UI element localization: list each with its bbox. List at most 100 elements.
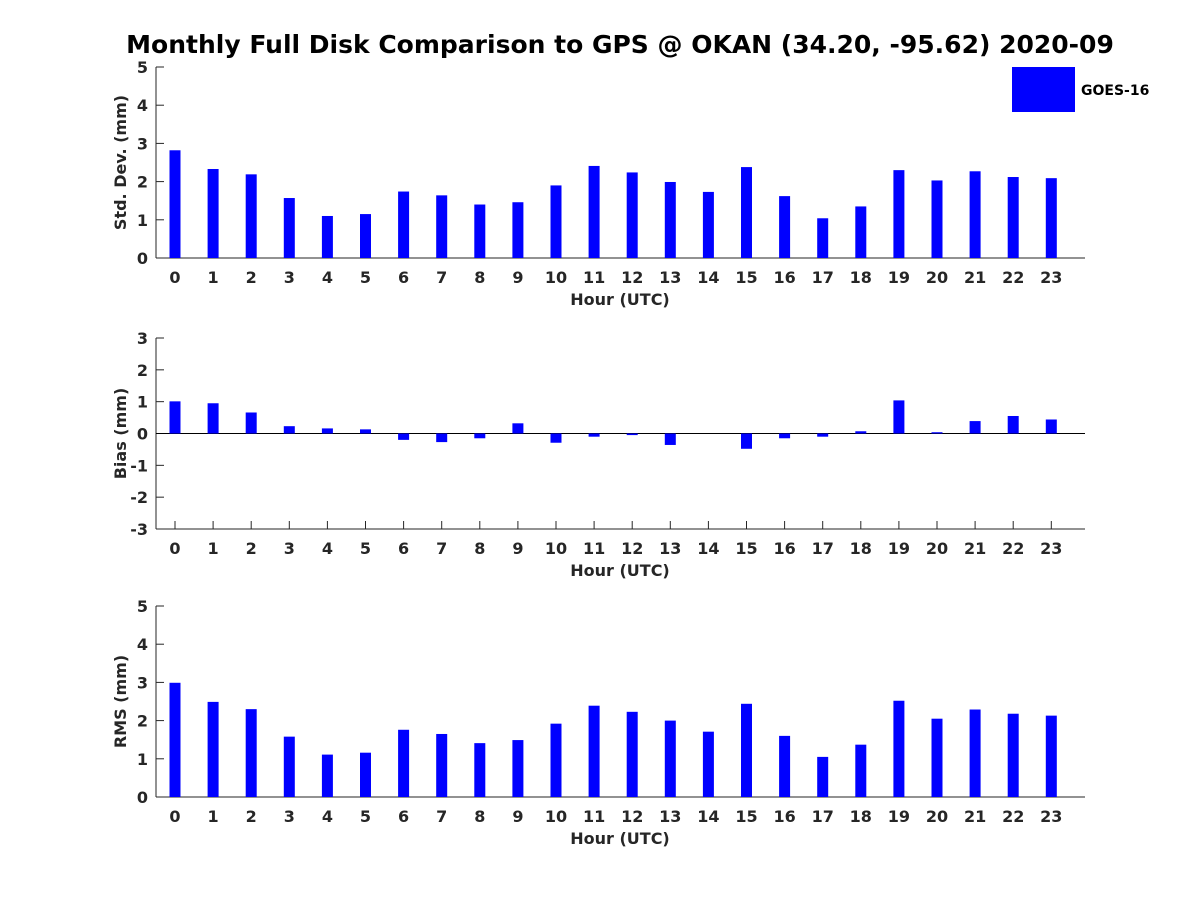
y-tick-label: 0	[137, 788, 148, 807]
bar-std-4	[321, 215, 333, 258]
x-tick-label: 19	[888, 268, 910, 287]
bar-std-20	[931, 180, 943, 258]
x-axis-label: Hour (UTC)	[570, 561, 670, 580]
bar-rms-15	[741, 703, 752, 797]
bar-std-9	[512, 202, 524, 258]
bar-bias-22	[1007, 415, 1019, 434]
bar-rms-0	[169, 682, 181, 797]
bar-rms-10	[550, 723, 562, 797]
legend-swatch	[1012, 67, 1075, 112]
x-tick-label: 10	[545, 539, 567, 558]
bar-std-6	[398, 191, 410, 258]
x-tick-label: 14	[697, 268, 719, 287]
x-tick-label: 21	[964, 807, 986, 826]
bar-std-7	[436, 195, 448, 258]
x-tick-label: 16	[773, 807, 795, 826]
bar-rms-23	[1045, 715, 1057, 797]
bar-bias-10	[550, 433, 562, 443]
y-axis-label: RMS (mm)	[111, 655, 130, 748]
x-tick-label: 4	[322, 268, 333, 287]
bar-rms-11	[588, 705, 600, 797]
x-tick-label: 20	[926, 268, 948, 287]
y-tick-label: 5	[137, 597, 148, 616]
x-tick-label: 9	[512, 807, 523, 826]
bar-rms-17	[817, 756, 829, 797]
x-tick-label: 6	[398, 807, 409, 826]
x-tick-label: 19	[888, 807, 910, 826]
x-tick-label: 4	[322, 539, 333, 558]
bar-bias-12	[626, 433, 638, 436]
bar-bias-8	[474, 433, 486, 439]
bar-bias-1	[207, 403, 219, 434]
bar-bias-0	[169, 401, 181, 434]
x-tick-label: 0	[169, 807, 180, 826]
bar-rms-2	[245, 709, 257, 797]
x-tick-label: 18	[850, 807, 872, 826]
x-tick-label: 3	[284, 539, 295, 558]
x-tick-label: 10	[545, 807, 567, 826]
y-tick-label: -2	[130, 488, 148, 507]
x-tick-label: 9	[512, 539, 523, 558]
x-tick-label: 1	[208, 807, 219, 826]
bar-std-21	[969, 171, 981, 258]
x-tick-label: 18	[850, 268, 872, 287]
legend-label: GOES-16	[1081, 83, 1149, 99]
bar-std-13	[664, 181, 676, 258]
x-tick-label: 17	[812, 539, 834, 558]
y-tick-label: -3	[130, 520, 148, 539]
bar-bias-23	[1045, 419, 1057, 434]
x-tick-label: 23	[1040, 539, 1062, 558]
x-tick-label: 9	[512, 268, 523, 287]
x-tick-label: 13	[659, 539, 681, 558]
bar-rms-4	[321, 754, 333, 797]
x-tick-label: 7	[436, 268, 447, 287]
y-tick-label: 1	[137, 393, 148, 412]
y-tick-label: 1	[137, 750, 148, 769]
bar-rms-6	[398, 729, 410, 797]
bar-std-15	[741, 167, 752, 258]
bar-bias-4	[321, 428, 333, 434]
x-tick-label: 22	[1002, 539, 1024, 558]
bar-std-22	[1007, 177, 1019, 258]
bar-rms-5	[360, 752, 371, 797]
bar-bias-11	[588, 433, 600, 437]
x-tick-label: 5	[360, 807, 371, 826]
x-tick-label: 4	[322, 807, 333, 826]
x-tick-label: 11	[583, 539, 605, 558]
bar-bias-13	[664, 433, 676, 445]
bar-std-12	[626, 172, 638, 258]
x-tick-label: 10	[545, 268, 567, 287]
x-tick-label: 15	[735, 539, 757, 558]
x-tick-label: 7	[436, 807, 447, 826]
x-tick-label: 7	[436, 539, 447, 558]
bar-rms-19	[893, 700, 905, 797]
bar-bias-7	[436, 433, 448, 443]
chart-title: Monthly Full Disk Comparison to GPS @ OK…	[126, 30, 1114, 59]
y-axis-label: Bias (mm)	[111, 388, 130, 480]
bar-bias-17	[817, 433, 829, 437]
bar-bias-6	[398, 433, 410, 440]
bar-bias-3	[283, 426, 295, 434]
x-tick-label: 20	[926, 807, 948, 826]
x-tick-label: 18	[850, 539, 872, 558]
y-tick-label: 0	[137, 249, 148, 268]
bar-std-5	[360, 214, 371, 258]
x-tick-label: 22	[1002, 807, 1024, 826]
x-tick-label: 21	[964, 539, 986, 558]
bar-bias-15	[741, 433, 752, 449]
x-tick-label: 14	[697, 539, 719, 558]
bar-rms-8	[474, 743, 486, 797]
bar-std-14	[702, 191, 714, 258]
bar-std-19	[893, 170, 905, 258]
x-tick-label: 15	[735, 807, 757, 826]
bar-std-16	[779, 196, 791, 258]
bar-std-0	[169, 150, 181, 258]
bar-rms-14	[702, 731, 714, 797]
x-tick-label: 1	[208, 268, 219, 287]
bar-std-2	[245, 174, 257, 258]
bar-rms-18	[855, 744, 867, 797]
y-tick-label: 0	[137, 425, 148, 444]
x-tick-label: 17	[812, 807, 834, 826]
